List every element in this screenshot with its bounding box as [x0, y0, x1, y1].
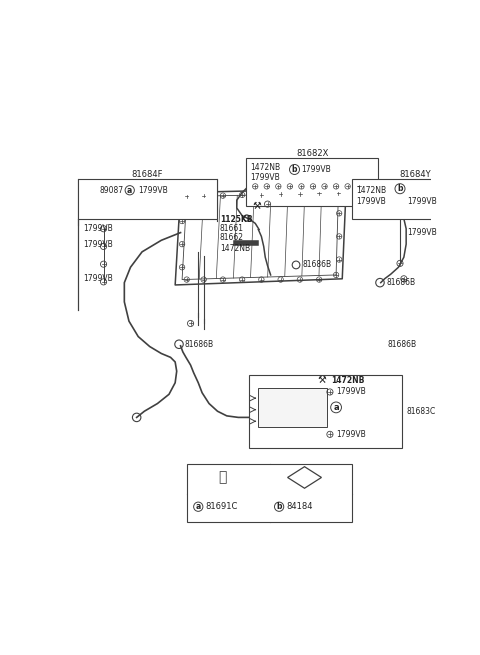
Text: 81686B: 81686B	[386, 278, 415, 287]
Text: a: a	[333, 403, 339, 412]
Text: b: b	[397, 184, 403, 193]
Text: 1799VB: 1799VB	[301, 165, 331, 174]
Bar	[246, 158, 378, 206]
Text: b: b	[276, 502, 282, 511]
Text: ⚒: ⚒	[317, 375, 326, 385]
Text: 81661: 81661	[220, 224, 244, 233]
Text: a: a	[196, 502, 201, 511]
Text: 81662: 81662	[220, 233, 244, 242]
Text: 81684Y: 81684Y	[399, 170, 431, 179]
Text: 1799VB: 1799VB	[138, 186, 168, 195]
Bar	[352, 179, 480, 219]
Text: 81691C: 81691C	[205, 502, 238, 511]
Bar	[258, 388, 327, 426]
Text: 84184: 84184	[286, 502, 312, 511]
Text: 89087: 89087	[100, 186, 124, 195]
Text: 1472NB: 1472NB	[331, 376, 364, 385]
Text: 1125KB: 1125KB	[220, 215, 252, 224]
Text: 📎: 📎	[218, 470, 226, 485]
Text: 81683C: 81683C	[406, 407, 435, 416]
Text: a: a	[127, 186, 132, 195]
Text: 1799VB: 1799VB	[336, 430, 366, 439]
Bar	[249, 375, 402, 448]
Text: 1799VB: 1799VB	[408, 197, 437, 206]
Text: 1472NB: 1472NB	[356, 186, 386, 195]
Text: 1799VB: 1799VB	[356, 197, 386, 206]
Text: ⚒: ⚒	[252, 200, 261, 211]
Text: 81686B: 81686B	[388, 340, 417, 348]
Text: 1799VB: 1799VB	[83, 274, 112, 284]
Text: 81686B: 81686B	[184, 340, 214, 348]
Bar	[188, 464, 352, 522]
Text: 1472NB: 1472NB	[250, 162, 280, 172]
Text: 81682X: 81682X	[296, 149, 328, 158]
Text: 1472NB: 1472NB	[220, 244, 250, 252]
Text: b: b	[292, 165, 297, 174]
Text: 1799VB: 1799VB	[408, 228, 437, 237]
Text: 81686B: 81686B	[302, 261, 331, 269]
Bar	[78, 179, 217, 219]
Text: 1799VB: 1799VB	[83, 224, 112, 233]
Text: 81684F: 81684F	[132, 170, 163, 179]
Text: 1799VB: 1799VB	[336, 388, 366, 396]
Text: 1799VB: 1799VB	[83, 240, 112, 249]
Text: 1799VB: 1799VB	[250, 173, 279, 181]
